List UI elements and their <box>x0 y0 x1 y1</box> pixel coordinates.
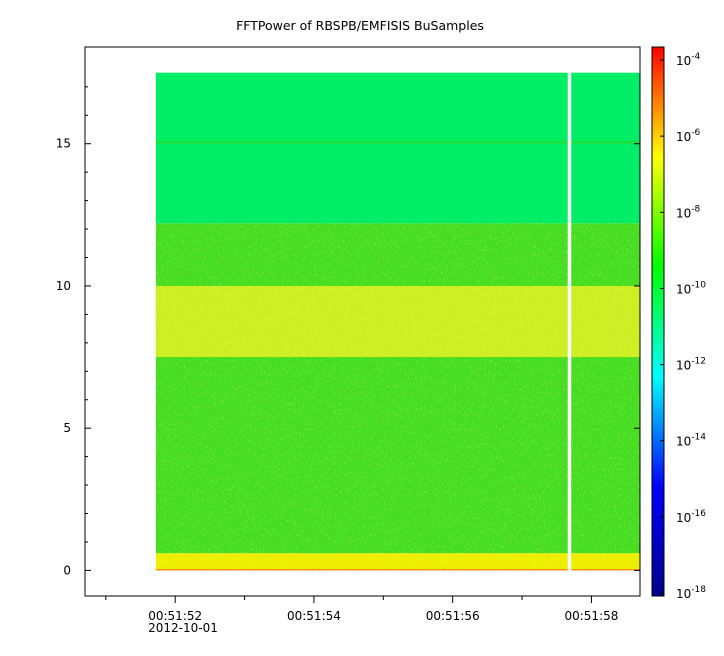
colorbar-tick-label: 10-10 <box>676 280 706 296</box>
data-gap <box>567 71 572 572</box>
spectrogram-image <box>155 72 640 571</box>
y-axis: 0 5 10 15 <box>56 86 640 577</box>
colorbar: 10-4 10-6 10-8 10-10 10-12 10-14 10-16 10-18 <box>651 46 706 601</box>
y-tick-label: 15 <box>56 137 71 151</box>
y-tick-label: 10 <box>56 279 71 293</box>
power-noise-texture <box>155 223 640 571</box>
colorbar-tick-label: 10-8 <box>676 204 701 220</box>
chart-title: FFTPower of RBSPB/EMFISIS BuSamples <box>236 18 484 33</box>
x-tick-label: 00:51:56 <box>426 609 480 623</box>
power-band-0 <box>155 72 640 224</box>
y-tick-label: 5 <box>63 421 71 435</box>
colorbar-gradient <box>651 46 665 597</box>
colorbar-tick-label: 10-18 <box>676 585 706 601</box>
colorbar-tick-label: 10-14 <box>676 433 706 449</box>
plot-frame <box>84 46 641 597</box>
x-tick-label: 00:51:54 <box>287 609 341 623</box>
colorbar-tick-label: 10-6 <box>676 128 701 144</box>
colorbar-tick-label: 10-12 <box>676 357 706 373</box>
x-tick-label: 00:51:58 <box>564 609 618 623</box>
y-tick-label: 0 <box>63 563 71 577</box>
x-axis: 00:51:52 00:51:54 00:51:56 00:51:58 <box>105 596 618 623</box>
colorbar-tick-label: 10-16 <box>676 509 706 525</box>
power-band-1 <box>155 140 640 144</box>
x-tick-label: 00:51:52 <box>148 609 202 623</box>
colorbar-tick-label: 10-4 <box>676 52 701 68</box>
plot-area <box>84 46 641 597</box>
x-tick-date-label: 2012-10-01 <box>148 621 218 635</box>
